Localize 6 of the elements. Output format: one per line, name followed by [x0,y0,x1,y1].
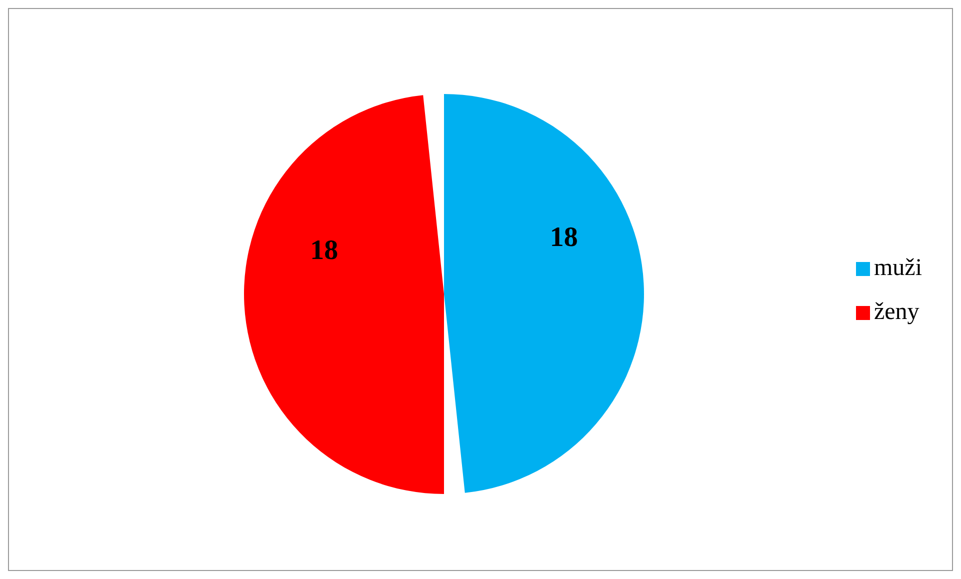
pie-slice [244,95,444,494]
data-label: 18 [550,222,578,254]
legend-label: muži [874,254,922,280]
legend-label: ženy [874,298,920,324]
data-label: 18 [310,234,338,266]
pie-slice [444,94,644,493]
